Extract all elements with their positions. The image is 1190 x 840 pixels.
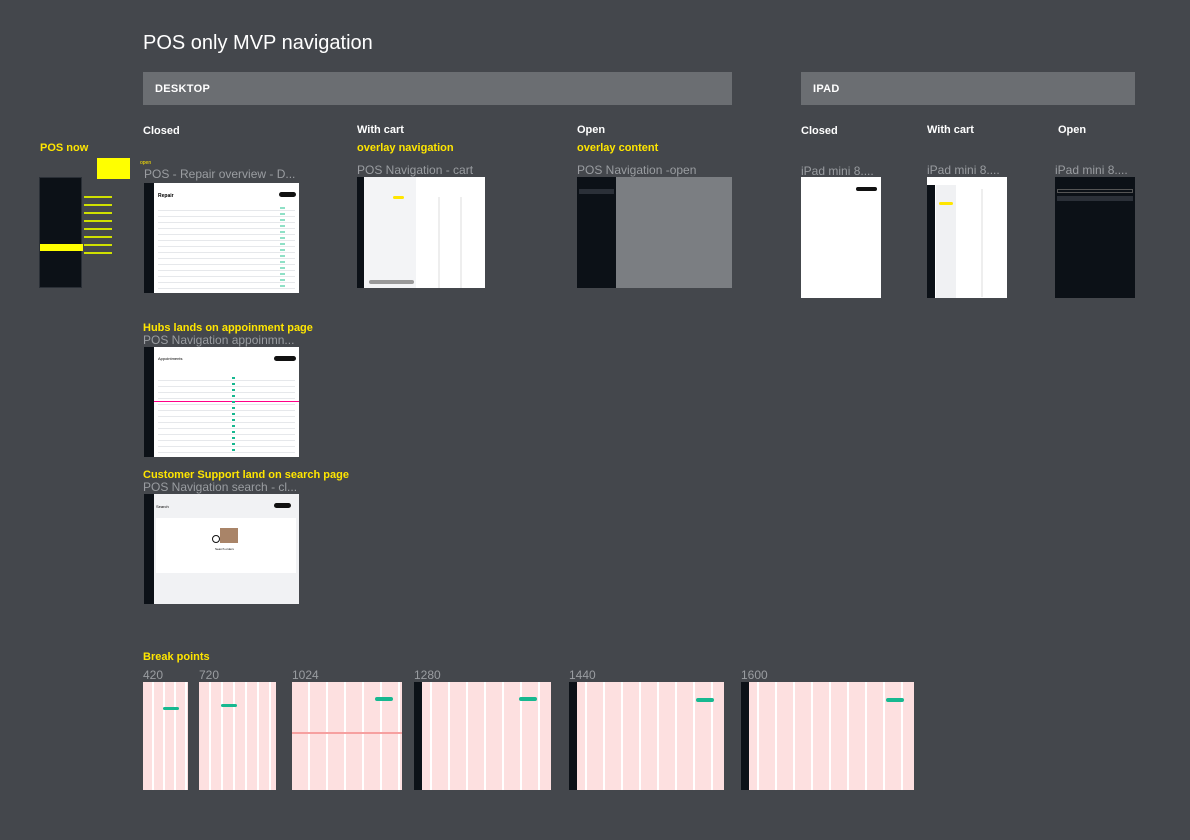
annotation-support: Customer Support land on search page	[143, 469, 349, 481]
frame-open[interactable]	[577, 177, 732, 288]
frame-breakpoint-1440[interactable]	[569, 682, 724, 790]
pos-now-sidebar[interactable]	[39, 177, 83, 288]
frame-name-ipad-open: iPad mini 8....	[1055, 163, 1128, 177]
sidebar-active-item	[40, 244, 83, 251]
thumb-title: Search	[156, 504, 169, 509]
frame-closed[interactable]: Repair	[144, 183, 299, 293]
frame-name-ipad-cart: iPad mini 8....	[927, 163, 1000, 177]
annotation-pos-now: POS now	[40, 142, 89, 154]
frame-name-open: POS Navigation -open	[577, 163, 697, 177]
frame-name-appointment: POS Navigation appoinmn...	[143, 333, 295, 347]
frame-name-cart: POS Navigation - cart	[357, 163, 474, 177]
empty-state-text: Search orders	[215, 547, 234, 551]
frame-search[interactable]: Search Search orders	[144, 494, 299, 604]
section-ipad: IPAD	[801, 72, 1135, 105]
frame-breakpoint-1600[interactable]	[741, 682, 914, 790]
frame-breakpoint-720[interactable]	[199, 682, 276, 790]
frame-ipad-closed[interactable]	[801, 177, 881, 298]
section-desktop: DESKTOP	[143, 72, 732, 105]
frame-breakpoint-1280[interactable]	[414, 682, 551, 790]
annotation-break-points: Break points	[143, 651, 210, 663]
breakpoint-label: 1600	[741, 668, 768, 682]
column-open: Open	[577, 124, 606, 136]
annotation-overlay-navigation: overlay navigation	[357, 142, 454, 154]
column-with-cart: With cart	[357, 124, 404, 136]
annotation-open: open	[140, 160, 152, 166]
sticky-note	[97, 158, 130, 179]
breakpoint-label: 1280	[414, 668, 441, 682]
pos-now-notes	[84, 196, 112, 260]
annotation-hubs: Hubs lands on appoinment page	[143, 322, 313, 334]
frame-ipad-cart[interactable]	[927, 177, 1007, 298]
thumb-title: Repair	[158, 193, 174, 199]
breakpoint-label: 1440	[569, 668, 596, 682]
column-ipad-closed: Closed	[801, 125, 838, 137]
column-ipad-with-cart: With cart	[927, 124, 974, 136]
column-closed: Closed	[143, 125, 180, 137]
frame-breakpoint-1024[interactable]	[292, 682, 402, 790]
page-title: POS only MVP navigation	[143, 32, 373, 54]
frame-name-search: POS Navigation search - cl...	[143, 480, 298, 494]
frame-appointment[interactable]: Appointments	[144, 347, 299, 457]
breakpoint-label: 1024	[292, 668, 319, 682]
breakpoint-label: 420	[143, 668, 164, 682]
thumb-title: Appointments	[158, 356, 183, 361]
column-ipad-open: Open	[1058, 124, 1087, 136]
frame-breakpoint-420[interactable]	[143, 682, 188, 790]
frame-cart[interactable]: Cart	[357, 177, 485, 288]
frame-name-ipad-closed: iPad mini 8....	[801, 164, 874, 178]
frame-ipad-open[interactable]	[1055, 177, 1135, 298]
frame-name-closed: POS - Repair overview - D...	[144, 167, 296, 181]
breakpoint-label: 720	[199, 668, 220, 682]
annotation-overlay-content: overlay content	[577, 142, 659, 154]
